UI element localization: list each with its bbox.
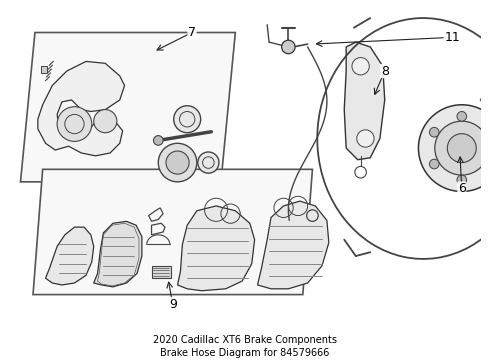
Circle shape (173, 106, 201, 133)
Circle shape (153, 136, 163, 145)
Polygon shape (151, 266, 171, 278)
Polygon shape (94, 221, 142, 287)
Polygon shape (258, 201, 329, 289)
Text: 2020 Cadillac XT6 Brake Components
Brake Hose Diagram for 84579666: 2020 Cadillac XT6 Brake Components Brake… (153, 335, 337, 358)
Circle shape (435, 121, 489, 175)
Circle shape (198, 152, 219, 173)
Circle shape (94, 109, 117, 133)
Circle shape (447, 134, 476, 163)
Circle shape (429, 127, 439, 137)
Circle shape (166, 151, 189, 174)
Circle shape (457, 112, 466, 121)
Polygon shape (344, 42, 385, 160)
Circle shape (485, 159, 490, 169)
Circle shape (418, 105, 490, 192)
Polygon shape (46, 227, 94, 285)
Polygon shape (177, 206, 255, 291)
Circle shape (282, 40, 295, 54)
Text: 9: 9 (169, 298, 177, 311)
Circle shape (352, 58, 369, 75)
Circle shape (429, 159, 439, 169)
Circle shape (57, 107, 92, 141)
Text: 11: 11 (444, 31, 460, 44)
Polygon shape (33, 169, 313, 294)
Polygon shape (21, 32, 235, 182)
Circle shape (357, 130, 374, 147)
Circle shape (158, 143, 197, 182)
Text: 7: 7 (188, 26, 196, 39)
Text: 8: 8 (381, 64, 389, 77)
Circle shape (485, 127, 490, 137)
Polygon shape (38, 62, 124, 156)
Circle shape (457, 175, 466, 185)
Text: 6: 6 (458, 182, 466, 195)
Polygon shape (41, 66, 48, 73)
